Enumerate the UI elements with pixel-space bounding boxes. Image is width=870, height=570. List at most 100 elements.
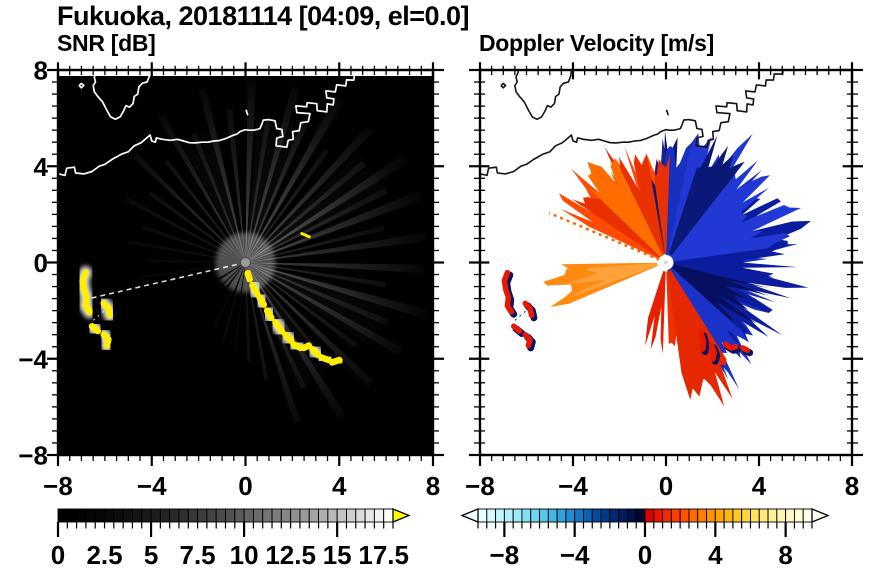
- snr-radial-beams: [125, 74, 428, 424]
- colorbar-segment: [767, 508, 778, 523]
- colorbar-segment: [662, 508, 672, 523]
- colorbar-segment: [635, 508, 646, 523]
- colorbar-label: 5: [144, 540, 158, 570]
- colorbar-segment: [66, 508, 78, 523]
- colorbar-label: 2.5: [86, 540, 122, 570]
- colorbar-segment: [697, 508, 707, 523]
- colorbar-segment: [57, 508, 68, 523]
- colorbar-segment: [94, 508, 105, 523]
- x-tick-label: −4: [558, 471, 588, 501]
- colorbar-segment: [373, 508, 385, 523]
- radar-center-dot: [240, 257, 251, 268]
- colorbar-segment: [206, 508, 217, 523]
- snr-colorbar: 0 2.5 5 7.5 10 12.5 15 17.5: [51, 508, 411, 570]
- colorbar-segment: [318, 508, 329, 523]
- colorbar-segment: [653, 508, 664, 523]
- colorbar-segment: [252, 508, 264, 523]
- colorbar-label: 17.5: [358, 540, 409, 570]
- y-tick-label: 8: [34, 56, 48, 86]
- colorbar-segment: [104, 508, 115, 523]
- colorbar-segment: [225, 508, 236, 523]
- radar-center-dot-vel: [664, 260, 668, 265]
- x-tick-label: 4: [332, 471, 347, 501]
- colorbar-segment: [626, 508, 637, 523]
- colorbar-segment: [688, 508, 699, 523]
- snr-coastline: [58, 70, 365, 177]
- x-tick-label: 8: [845, 471, 859, 501]
- velocity-axis-ticks: [469, 62, 863, 466]
- colorbar-segment: [776, 508, 787, 523]
- panel-title-snr: SNR [dB]: [57, 30, 156, 56]
- colorbar-segment: [706, 508, 716, 523]
- colorbar-segment: [141, 508, 152, 523]
- colorbar-segment: [308, 508, 320, 523]
- colorbar-segment: [178, 508, 189, 523]
- colorbar-segment: [512, 508, 523, 523]
- panel-title-velocity: Doppler Velocity [m/s]: [479, 30, 714, 56]
- x-tick-label: 8: [426, 471, 440, 501]
- x-tick-label: −8: [43, 471, 73, 501]
- velocity-coastline: [480, 70, 784, 177]
- colorbar-label: 4: [708, 540, 723, 570]
- colorbar-segment: [122, 508, 133, 523]
- colorbar-label: 15: [323, 540, 352, 570]
- colorbar-under-arrow: [460, 508, 479, 523]
- y-tick-label: 4: [34, 152, 49, 182]
- colorbar-segment: [591, 508, 602, 523]
- colorbar-segment: [290, 508, 301, 523]
- colorbar-segment: [131, 508, 143, 523]
- colorbar-segment: [299, 508, 310, 523]
- colorbar-segment: [271, 508, 282, 523]
- colorbar-segment: [670, 508, 681, 523]
- colorbar-segment: [169, 508, 180, 523]
- colorbar-segment: [280, 508, 292, 523]
- colorbar-segment: [159, 508, 171, 523]
- colorbar-label: −4: [560, 540, 590, 570]
- colorbar-segment: [327, 508, 338, 523]
- snr-xtick-labels: −8 −4 0 4 8: [43, 471, 440, 501]
- colorbar-segment: [383, 508, 394, 523]
- colorbar-segment: [600, 508, 611, 523]
- colorbar-segment: [539, 508, 549, 523]
- velocity-xtick-labels: −8 −4 0 4 8: [465, 471, 859, 501]
- colorbar-segment: [758, 508, 769, 523]
- colorbar-segment: [486, 508, 497, 523]
- x-tick-label: 0: [238, 471, 252, 501]
- colorbar-segment: [732, 508, 743, 523]
- colorbar-segment: [583, 508, 593, 523]
- colorbar-segment: [521, 508, 532, 523]
- colorbar-segment: [503, 508, 514, 523]
- figure-title: Fukuoka, 20181114 [04:09, el=0.0]: [57, 1, 470, 31]
- y-tick-label: −8: [18, 441, 48, 471]
- colorbar-label: 0: [638, 540, 652, 570]
- snr-panel-image: [58, 70, 433, 455]
- colorbar-segment: [150, 508, 161, 523]
- colorbar-segment: [262, 508, 273, 523]
- x-tick-label: −8: [465, 471, 495, 501]
- snr-shadow-sectors: [73, 262, 246, 423]
- colorbar-segment: [802, 508, 813, 523]
- snr-bright-ray: [87, 261, 246, 300]
- colorbar-label: 0: [51, 540, 65, 570]
- colorbar-label: 12.5: [265, 540, 316, 570]
- colorbar-segment: [495, 508, 505, 523]
- colorbar-segment: [530, 508, 540, 523]
- colorbar-segment: [85, 508, 96, 523]
- colorbar-segment: [364, 508, 375, 523]
- x-tick-label: 4: [752, 471, 767, 501]
- colorbar-segment: [609, 508, 620, 523]
- velocity-panel-image: [480, 70, 852, 455]
- colorbar-segment: [565, 508, 576, 523]
- colorbar-segment: [644, 508, 655, 523]
- colorbar-label: 8: [778, 540, 792, 570]
- colorbar-segment: [785, 508, 795, 523]
- colorbar-segment: [243, 508, 254, 523]
- colorbar-segment: [336, 508, 347, 523]
- x-tick-label: −4: [137, 471, 167, 501]
- colorbar-segment: [346, 508, 357, 523]
- colorbar-segment: [197, 508, 208, 523]
- x-tick-label: 0: [659, 471, 673, 501]
- velocity-fan-lobes: [543, 130, 811, 407]
